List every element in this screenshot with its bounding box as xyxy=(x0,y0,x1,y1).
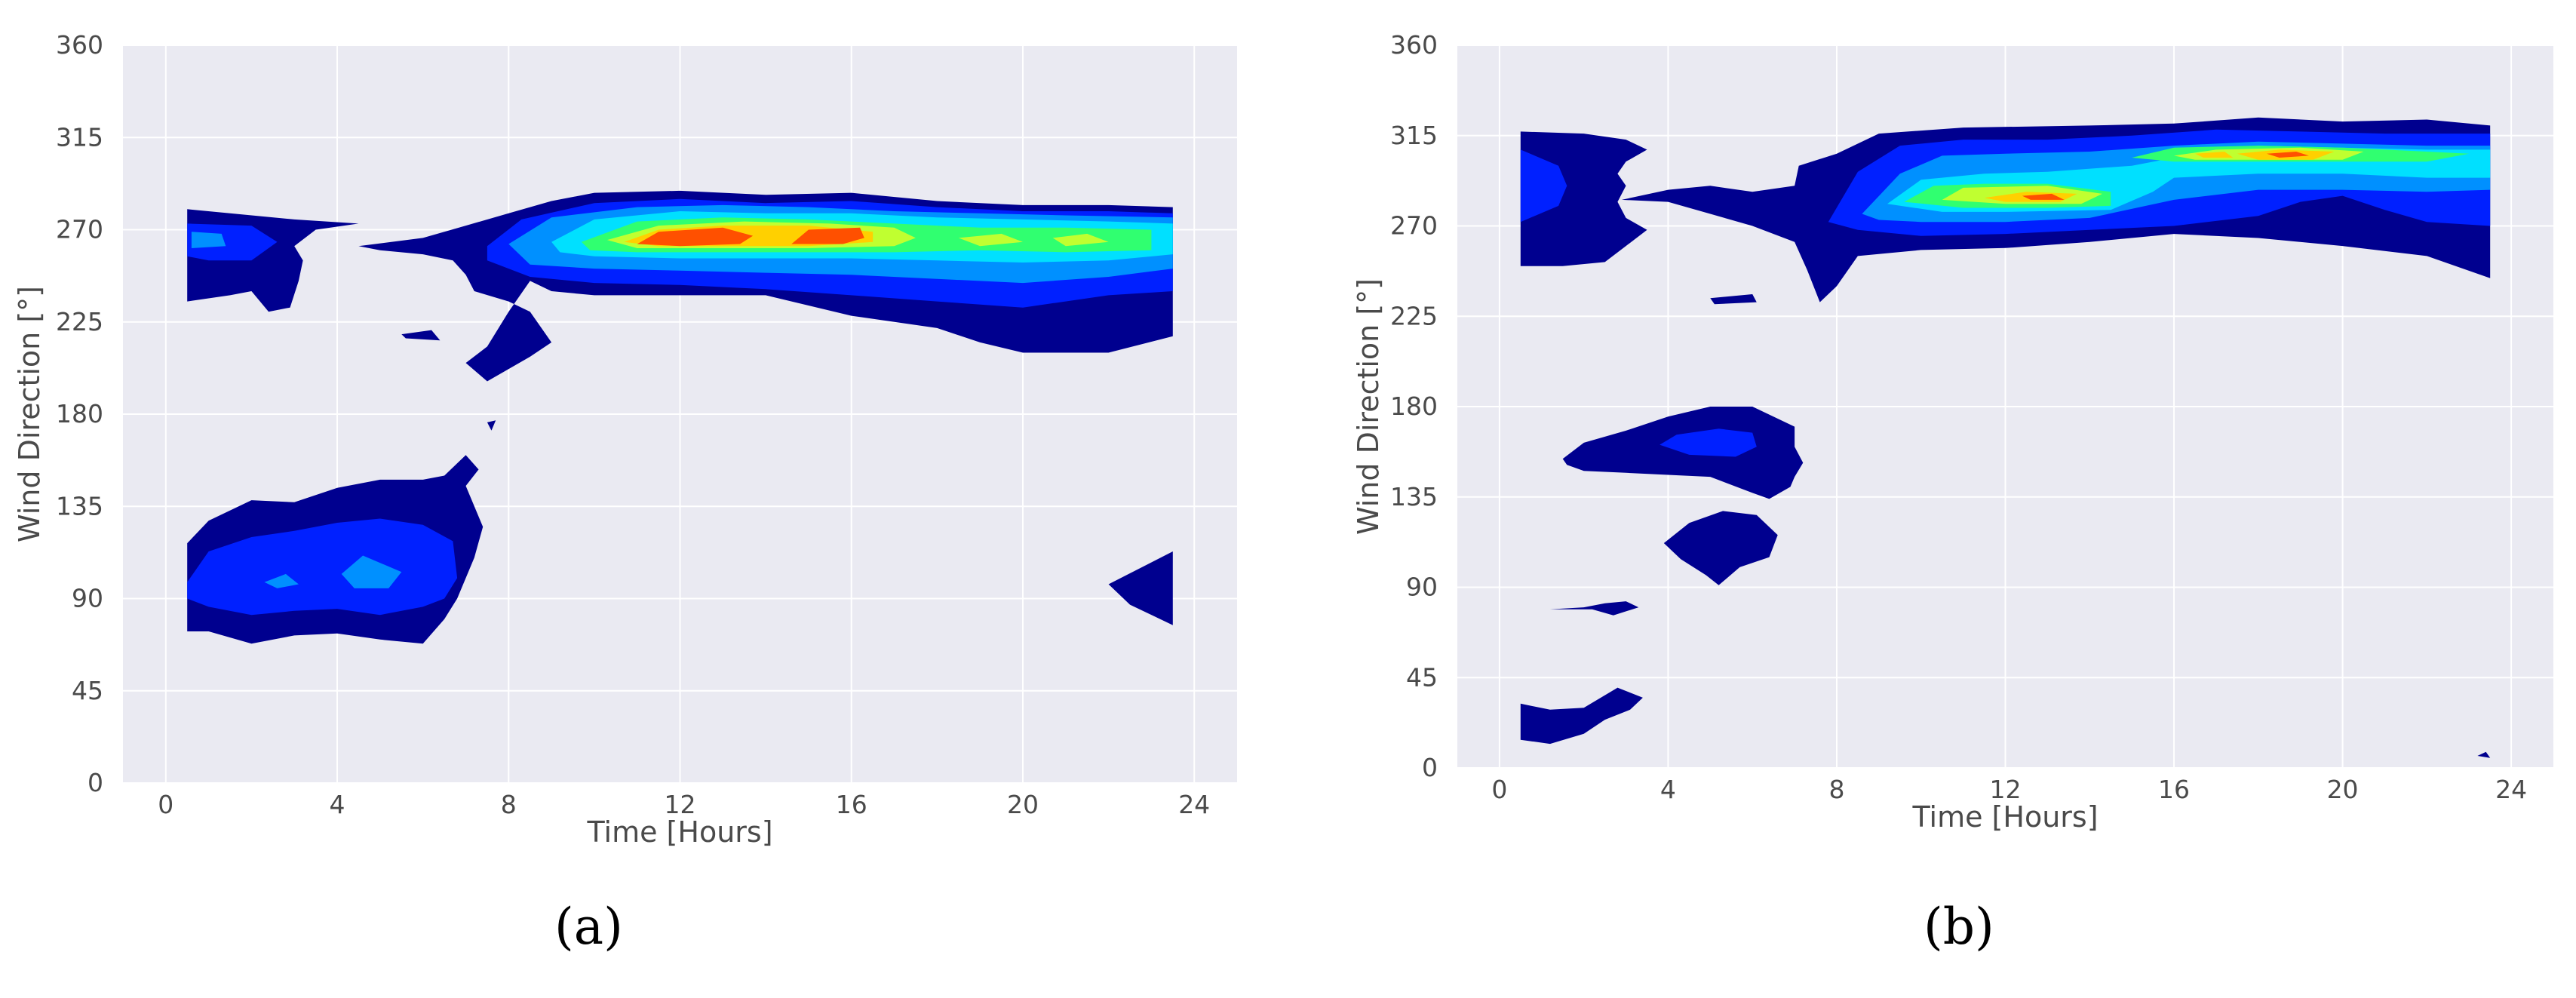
y-tick-label: 135 xyxy=(56,491,103,520)
y-tick-label: 360 xyxy=(1390,30,1438,60)
contour-region xyxy=(1052,233,1109,247)
y-axis-label: Wind Direction [°] xyxy=(1352,278,1385,535)
y-tick-label: 180 xyxy=(56,399,103,428)
x-tick-label: 12 xyxy=(1990,775,2022,804)
contour-region xyxy=(1710,294,1757,305)
x-tick-label: 12 xyxy=(665,790,696,819)
y-tick-label: 45 xyxy=(1406,662,1438,692)
x-tick-label: 16 xyxy=(2158,775,2190,804)
x-tick-label: 24 xyxy=(1178,790,1210,819)
x-tick-label: 0 xyxy=(158,790,173,819)
y-tick-label: 225 xyxy=(56,307,103,336)
x-tick-label: 0 xyxy=(1491,775,1507,804)
y-tick-label: 0 xyxy=(88,768,103,797)
y-tick-label: 90 xyxy=(72,584,103,613)
x-tick-label: 20 xyxy=(1007,790,1039,819)
y-tick-label: 270 xyxy=(1390,211,1438,241)
contour-region xyxy=(1520,149,1567,223)
contour-region xyxy=(1520,687,1643,745)
contour-region xyxy=(1549,601,1639,616)
contour-chart-a: 0 4 8 12 16 20 24 0 45 90 135 180 225 270 315 360 Time [… xyxy=(13,30,1237,849)
y-axis-label: Wind Direction [°] xyxy=(13,286,46,542)
x-tick-label: 16 xyxy=(836,790,867,819)
y-tick-label: 45 xyxy=(72,676,103,705)
contour-region xyxy=(191,232,226,248)
contour-region xyxy=(791,227,864,244)
contour-region xyxy=(341,555,402,588)
y-tick-label: 360 xyxy=(56,30,103,60)
contour-region xyxy=(958,233,1023,247)
contour-region xyxy=(2022,193,2065,200)
y-tick-label: 315 xyxy=(56,122,103,152)
chart-panel-b: 0 4 8 12 16 20 24 0 45 90 135 180 225 270 315 360 Time [… xyxy=(1339,0,2576,998)
chart-panel-a: 0 4 8 12 16 20 24 0 45 90 135 180 225 270 315 360 Time [… xyxy=(0,0,1282,998)
y-tick-label: 180 xyxy=(1390,392,1438,421)
y-tick-label: 225 xyxy=(1390,301,1438,330)
contour-region xyxy=(1663,511,1778,585)
x-tick-label: 4 xyxy=(1660,775,1676,804)
y-tick-label: 0 xyxy=(1422,753,1438,782)
x-tick-label: 8 xyxy=(501,790,517,819)
contour-region xyxy=(1562,407,1804,499)
contour-region xyxy=(2477,751,2491,758)
contour-region xyxy=(1660,428,1757,457)
contour-region xyxy=(2267,152,2309,158)
panel-caption-b: (b) xyxy=(1924,898,1994,956)
x-tick-label: 8 xyxy=(1828,775,1844,804)
contour-region xyxy=(637,227,754,247)
y-tick-label: 315 xyxy=(1390,121,1438,150)
panel-caption-a: (a) xyxy=(554,898,623,956)
x-axis-label: Time [Hours] xyxy=(1911,800,2098,834)
contour-chart-b: 0 4 8 12 16 20 24 0 45 90 135 180 225 270 315 360 Time [… xyxy=(1352,30,2553,834)
x-tick-label: 24 xyxy=(2495,775,2527,804)
contour-region xyxy=(187,518,458,616)
contour-region xyxy=(487,420,496,431)
y-tick-label: 135 xyxy=(1390,482,1438,511)
contour-region xyxy=(401,330,441,341)
y-tick-label: 90 xyxy=(1406,573,1438,602)
y-tick-label: 270 xyxy=(56,215,103,244)
contour-region xyxy=(264,573,299,588)
x-axis-label: Time [Hours] xyxy=(586,815,772,849)
x-tick-label: 20 xyxy=(2327,775,2359,804)
contour-region xyxy=(187,223,278,261)
contour-region xyxy=(2195,152,2234,158)
x-tick-label: 4 xyxy=(330,790,345,819)
contour-region xyxy=(1108,551,1173,625)
